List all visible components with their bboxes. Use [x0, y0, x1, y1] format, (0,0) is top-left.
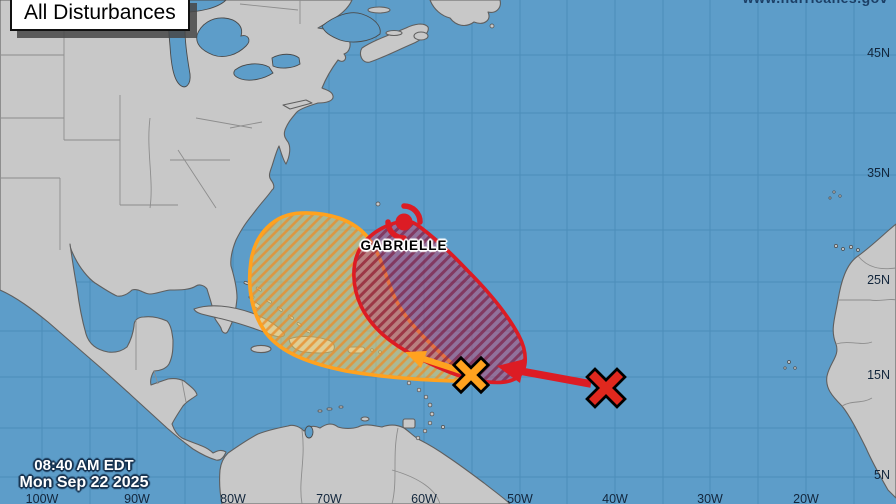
island-bermuda — [375, 201, 381, 207]
lon-label-20w: 20W — [793, 492, 819, 504]
lon-label-40w: 40W — [602, 492, 628, 504]
lat-label-15n: 15N — [867, 368, 890, 382]
lat-label-25n: 25N — [867, 273, 890, 287]
island-anticosti — [367, 6, 391, 14]
island-cape-breton — [413, 31, 429, 41]
island-pei — [385, 29, 403, 37]
lon-label-50w: 50W — [507, 492, 533, 504]
lake-huron — [196, 17, 250, 57]
lon-label-80w: 80W — [220, 492, 246, 504]
island-long-island — [282, 99, 313, 110]
island-margarita — [360, 416, 370, 422]
development-area-red[interactable] — [352, 219, 528, 385]
island-newfoundland — [429, 0, 501, 27]
timestamp: 08:40 AM EDT Mon Sep 22 2025 — [9, 457, 159, 491]
lon-label-90w: 90W — [124, 492, 150, 504]
motion-arrow-red — [497, 359, 592, 388]
lon-label-30w: 30W — [697, 492, 723, 504]
disturbance-x-red-icon[interactable] — [585, 367, 627, 409]
lake-ontario — [271, 53, 301, 69]
lon-label-100w: 100W — [25, 492, 59, 504]
lat-label-5n: 5N — [874, 468, 890, 482]
gulf-st-lawrence — [321, 12, 381, 43]
land-south-america — [219, 423, 511, 504]
storm-name-label: GABRIELLE — [360, 238, 448, 253]
lake-maracaibo — [304, 425, 314, 439]
timestamp-time: 08:40 AM EDT — [34, 457, 134, 474]
island-trinidad — [402, 418, 416, 429]
land-north-central-america — [0, 0, 353, 461]
page-title: All Disturbances — [10, 0, 190, 31]
lon-label-70w: 70W — [316, 492, 342, 504]
timestamp-date: Mon Sep 22 2025 — [19, 474, 149, 491]
lon-label-60w: 60W — [411, 492, 437, 504]
land-africa — [826, 223, 896, 499]
disturbance-x-orange-icon[interactable] — [451, 355, 491, 395]
lat-label-45n: 45N — [867, 46, 890, 60]
hurricane-icon[interactable] — [385, 203, 423, 241]
watermark: www.hurricanes.gov — [743, 0, 888, 6]
island-jamaica — [250, 344, 272, 354]
lake-erie — [233, 63, 274, 81]
lat-label-35n: 35N — [867, 166, 890, 180]
